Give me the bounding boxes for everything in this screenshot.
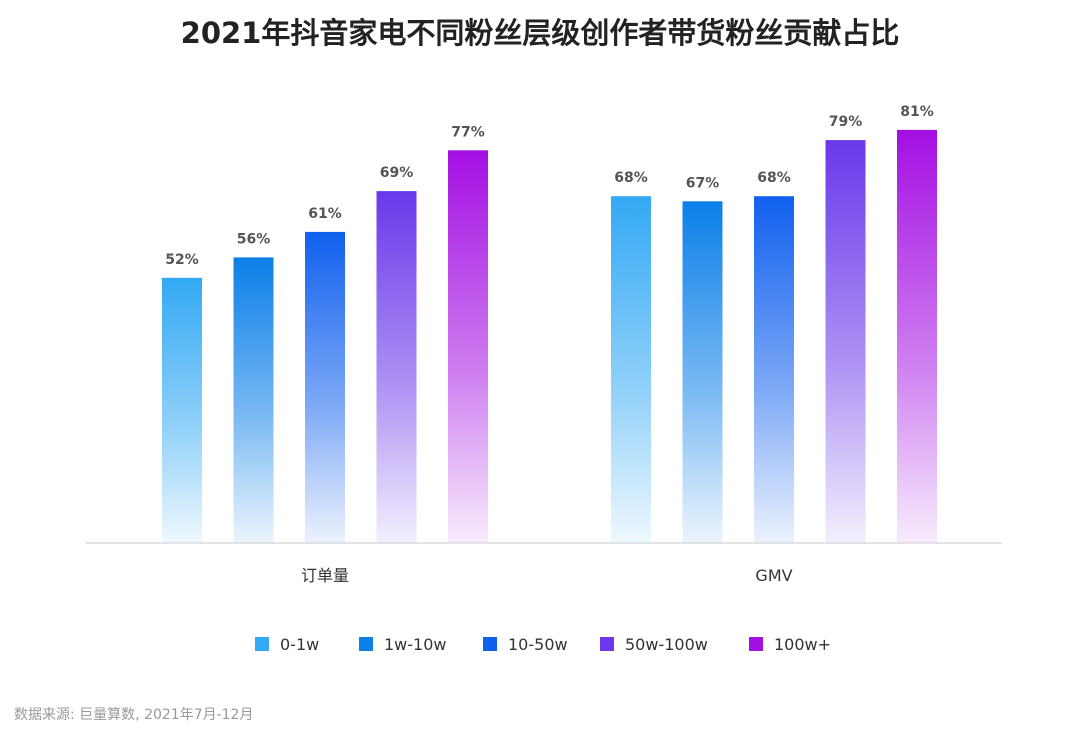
source-note: 数据来源: 巨量算数, 2021年7月-12月 — [14, 707, 253, 723]
legend-swatch — [600, 637, 614, 651]
value-label: 61% — [308, 206, 342, 222]
category-label: 订单量 — [301, 566, 349, 585]
value-label: 68% — [757, 170, 791, 186]
bar-orders-100w+ — [448, 150, 488, 544]
legend-swatch — [483, 637, 497, 651]
legend-label: 100w+ — [774, 635, 831, 654]
bar-orders-1w-10w — [233, 257, 274, 543]
bar-orders-10-50w — [305, 231, 345, 543]
bar-orders-50w-100w — [376, 191, 417, 543]
value-label: 52% — [165, 252, 199, 268]
value-label: 77% — [451, 124, 485, 140]
legend-swatch — [749, 637, 763, 651]
value-label: 69% — [380, 165, 414, 181]
bar-gmv-1w-10w — [682, 201, 723, 544]
value-label: 81% — [900, 104, 934, 120]
group-labels: 订单量 GMV — [301, 566, 793, 585]
legend-label: 10-50w — [508, 635, 568, 654]
legend-label: 1w-10w — [384, 635, 446, 654]
legend-swatch — [255, 637, 269, 651]
bar-gmv-100w+ — [897, 129, 937, 543]
bar-gmv-50w-100w — [825, 140, 866, 543]
chart-title: 2021年抖音家电不同粉丝层级创作者带货粉丝贡献占比 — [181, 16, 900, 50]
value-label: 56% — [237, 231, 271, 247]
legend-label: 50w-100w — [625, 635, 708, 654]
legend-swatch — [359, 637, 373, 651]
bar-orders-0-1w — [162, 277, 202, 543]
bar-gmv-10-50w — [754, 196, 794, 543]
legend: 0-1w 1w-10w 10-50w 50w-100w 100w+ — [255, 635, 831, 654]
legend-label: 0-1w — [280, 635, 319, 654]
value-label: 67% — [686, 175, 720, 191]
value-label: 68% — [614, 170, 648, 186]
bars-layer: 52% 56% 61% 69% 77% 68% 67% 68% 79% 81% — [162, 104, 937, 544]
value-label: 79% — [829, 114, 863, 130]
bar-gmv-0-1w — [611, 196, 651, 543]
category-label: GMV — [755, 566, 792, 585]
